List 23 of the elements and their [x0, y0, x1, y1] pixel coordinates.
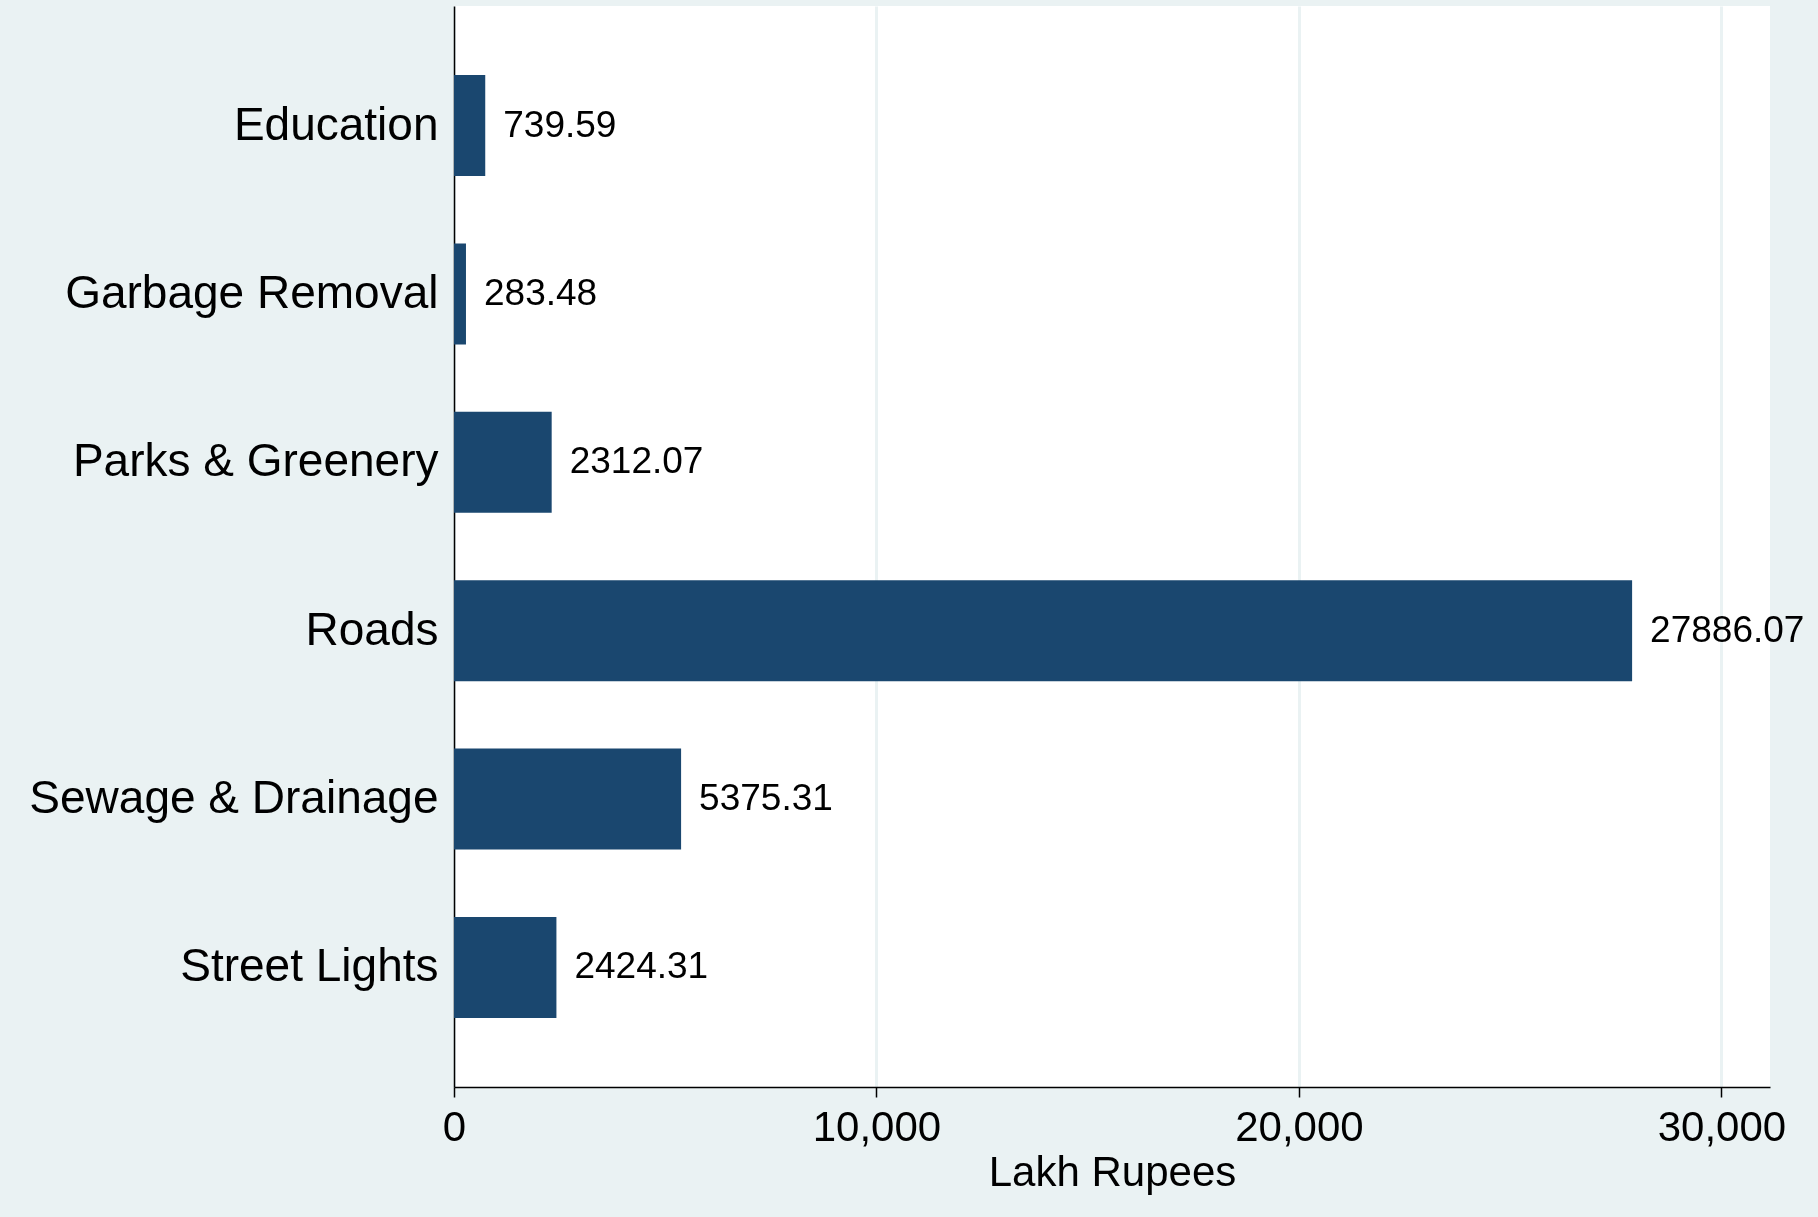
bar: [454, 411, 552, 513]
bar: [454, 916, 557, 1018]
y-tick-label: Street Lights: [180, 939, 439, 992]
y-tick-label: Roads: [305, 602, 439, 655]
bar: [454, 580, 1633, 682]
y-tick-label: Parks & Greenery: [72, 434, 439, 487]
x-tick-label: 30,000: [1657, 1102, 1787, 1150]
data-label: 5375.31: [699, 777, 833, 819]
x-axis-title: Lakh Rupees: [988, 1147, 1237, 1195]
data-label: 2312.07: [569, 440, 704, 482]
data-label: 739.59: [503, 103, 617, 145]
y-tick-label: Garbage Removal: [65, 265, 439, 318]
y-tick-label: Education: [233, 97, 439, 150]
x-tick-label: 10,000: [812, 1102, 942, 1150]
data-label: 2424.31: [574, 945, 709, 987]
bar: [454, 748, 682, 850]
bar: [454, 75, 486, 177]
bar: [454, 243, 466, 345]
x-tick-label: 0: [442, 1102, 467, 1150]
data-label: 27886.07: [1650, 608, 1805, 650]
y-tick-label: Sewage & Drainage: [29, 771, 439, 824]
data-label: 283.48: [483, 271, 598, 313]
x-tick-label: 20,000: [1235, 1102, 1364, 1150]
